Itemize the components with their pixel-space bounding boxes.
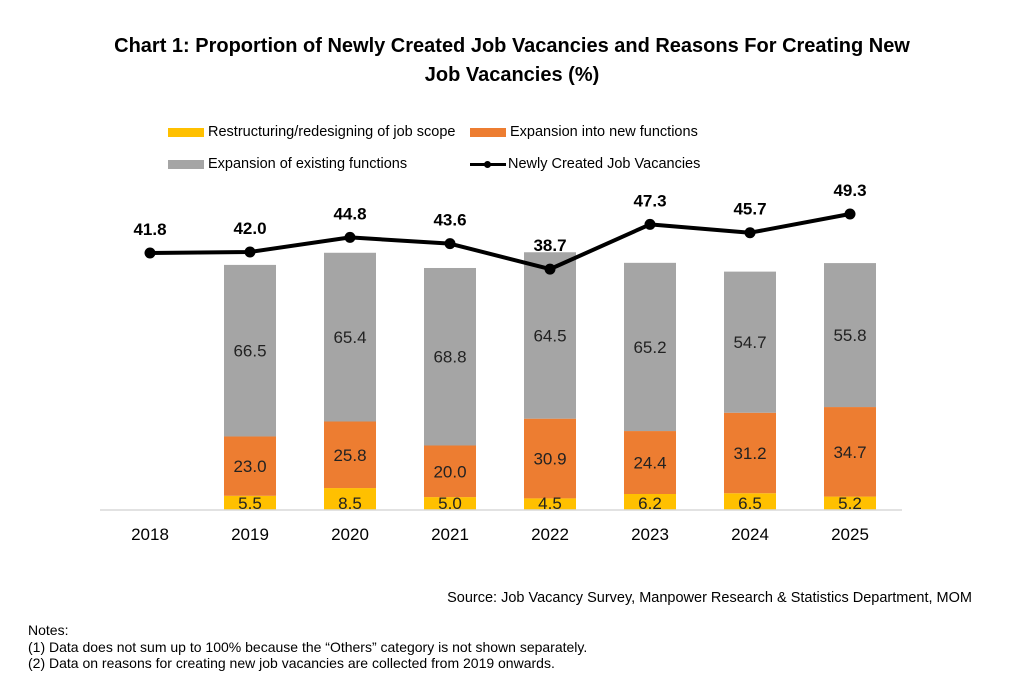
x-tick-2020: 2020 — [331, 525, 369, 544]
bar-expansion-into-new-functions-2019 — [224, 436, 276, 496]
data-label-restructuring-redesigning-of-job-scope-2023: 6.2 — [638, 494, 662, 513]
line-point-2020 — [344, 231, 356, 243]
bar-restructuring-redesigning-of-job-scope-2019 — [224, 495, 276, 510]
x-tick-2025: 2025 — [831, 525, 869, 544]
data-label-expansion-into-new-functions-2023: 24.4 — [633, 454, 666, 473]
bars-layer — [224, 252, 876, 510]
bar-restructuring-redesigning-of-job-scope-2021 — [424, 497, 476, 510]
legend-swatch-expansion-existing — [168, 159, 204, 169]
note-1: (1) Data does not sum up to 100% because… — [28, 638, 588, 655]
legend-label-newly-created: Newly Created Job Vacancies — [508, 156, 701, 172]
data-label-restructuring-redesigning-of-job-scope-2021: 5.0 — [438, 494, 462, 513]
legend-item-expansion-new: Expansion into new functions — [470, 124, 698, 140]
data-label-expansion-of-existing-functions-2022: 64.5 — [533, 326, 566, 345]
legend-item-expansion-existing: Expansion of existing functions — [168, 156, 407, 172]
bar-expansion-of-existing-functions-2023 — [624, 262, 676, 432]
bar-expansion-of-existing-functions-2025 — [824, 263, 876, 408]
bar-expansion-of-existing-functions-2021 — [424, 267, 476, 446]
data-label-expansion-into-new-functions-2020: 25.8 — [333, 446, 366, 465]
line-label-2024: 45.7 — [733, 200, 766, 219]
bar-expansion-into-new-functions-2020 — [324, 421, 376, 489]
bar-restructuring-redesigning-of-job-scope-2023 — [624, 494, 676, 510]
x-tick-labels: 2018 2019 2020 2021 2022 2023 2024 2025 — [131, 525, 869, 544]
x-tick-2023: 2023 — [631, 525, 669, 544]
data-label-expansion-into-new-functions-2021: 20.0 — [433, 462, 466, 481]
bar-expansion-of-existing-functions-2022 — [524, 252, 576, 419]
legend-line-marker-icon — [470, 160, 506, 169]
bar-restructuring-redesigning-of-job-scope-2024 — [724, 493, 776, 510]
data-label-restructuring-redesigning-of-job-scope-2022: 4.5 — [538, 494, 562, 513]
bar-expansion-into-new-functions-2023 — [624, 431, 676, 495]
chart-title-line-1: Chart 1: Proportion of Newly Created Job… — [114, 35, 910, 57]
bar-labels-layer: 5.5 23.0 66.5 8.5 25.8 65.4 5.0 20.0 68.8 4.5 30.9… — [233, 326, 866, 513]
line-point-2019 — [244, 246, 256, 258]
data-label-restructuring-redesigning-of-job-scope-2020: 8.5 — [338, 494, 362, 513]
x-tick-2018: 2018 — [131, 525, 169, 544]
legend-label-expansion-new: Expansion into new functions — [510, 124, 698, 140]
line-point-2018 — [144, 247, 156, 259]
data-label-expansion-into-new-functions-2025: 34.7 — [833, 443, 866, 462]
line-point-2022 — [544, 263, 556, 275]
chart-title-line-2: Job Vacancies (%) — [424, 64, 600, 86]
data-label-expansion-into-new-functions-2019: 23.0 — [233, 457, 266, 476]
bar-expansion-of-existing-functions-2020 — [324, 252, 376, 422]
bar-expansion-into-new-functions-2024 — [724, 412, 776, 494]
legend-swatch-restructuring — [168, 127, 204, 137]
line-point-2021 — [444, 238, 456, 250]
line-label-2022: 38.7 — [533, 236, 566, 255]
line-label-2025: 49.3 — [833, 181, 866, 200]
line-point-2023 — [644, 218, 656, 230]
notes-heading: Notes: — [28, 622, 69, 638]
data-label-expansion-of-existing-functions-2025: 55.8 — [833, 326, 866, 345]
legend-label-expansion-existing: Expansion of existing functions — [208, 156, 408, 172]
x-tick-2024: 2024 — [731, 525, 769, 544]
line-layer: 41.8 42.0 44.8 43.6 38.7 47.3 45.7 49.3 — [133, 181, 867, 275]
line-point-2024 — [744, 227, 756, 239]
notes: Notes: (1) Data does not sum up to 100% … — [28, 622, 587, 672]
data-label-restructuring-redesigning-of-job-scope-2024: 6.5 — [738, 494, 762, 513]
line-label-2018: 41.8 — [133, 220, 166, 239]
bar-expansion-of-existing-functions-2024 — [724, 271, 776, 413]
data-label-expansion-of-existing-functions-2023: 65.2 — [633, 338, 666, 357]
data-label-expansion-of-existing-functions-2021: 68.8 — [433, 348, 466, 367]
data-label-expansion-of-existing-functions-2019: 66.5 — [233, 342, 266, 361]
bar-expansion-into-new-functions-2022 — [524, 418, 576, 499]
bar-restructuring-redesigning-of-job-scope-2025 — [824, 496, 876, 510]
chart-title: Chart 1: Proportion of Newly Created Job… — [0, 32, 1024, 90]
legend-item-restructuring: Restructuring/redesigning of job scope — [168, 124, 455, 140]
line-label-2019: 42.0 — [233, 219, 266, 238]
bar-expansion-into-new-functions-2025 — [824, 407, 876, 497]
x-tick-2022: 2022 — [531, 525, 569, 544]
data-label-expansion-of-existing-functions-2020: 65.4 — [333, 328, 366, 347]
bar-expansion-into-new-functions-2021 — [424, 445, 476, 498]
line-point-2025 — [844, 208, 856, 220]
legend-label-restructuring: Restructuring/redesigning of job scope — [208, 124, 456, 140]
data-label-expansion-into-new-functions-2022: 30.9 — [533, 450, 566, 469]
bar-restructuring-redesigning-of-job-scope-2022 — [524, 498, 576, 510]
data-label-restructuring-redesigning-of-job-scope-2019: 5.5 — [238, 494, 262, 513]
data-label-restructuring-redesigning-of-job-scope-2025: 5.2 — [838, 494, 862, 513]
legend-swatch-expansion-new — [470, 127, 506, 137]
source-note: Source: Job Vacancy Survey, Manpower Res… — [447, 590, 972, 606]
line-label-2023: 47.3 — [633, 191, 666, 210]
note-2: (2) Data on reasons for creating new job… — [28, 655, 555, 671]
bar-expansion-of-existing-functions-2019 — [224, 264, 276, 437]
x-tick-2021: 2021 — [431, 525, 469, 544]
bar-restructuring-redesigning-of-job-scope-2020 — [324, 488, 376, 510]
legend-item-newly-created: Newly Created Job Vacancies — [470, 156, 700, 172]
line-label-2021: 43.6 — [433, 211, 466, 230]
data-label-expansion-into-new-functions-2024: 31.2 — [733, 444, 766, 463]
line-label-2020: 44.8 — [333, 204, 366, 223]
x-tick-2019: 2019 — [231, 525, 269, 544]
line-newly-created-job-vacancies — [149, 212, 851, 272]
data-label-expansion-of-existing-functions-2024: 54.7 — [733, 333, 766, 352]
